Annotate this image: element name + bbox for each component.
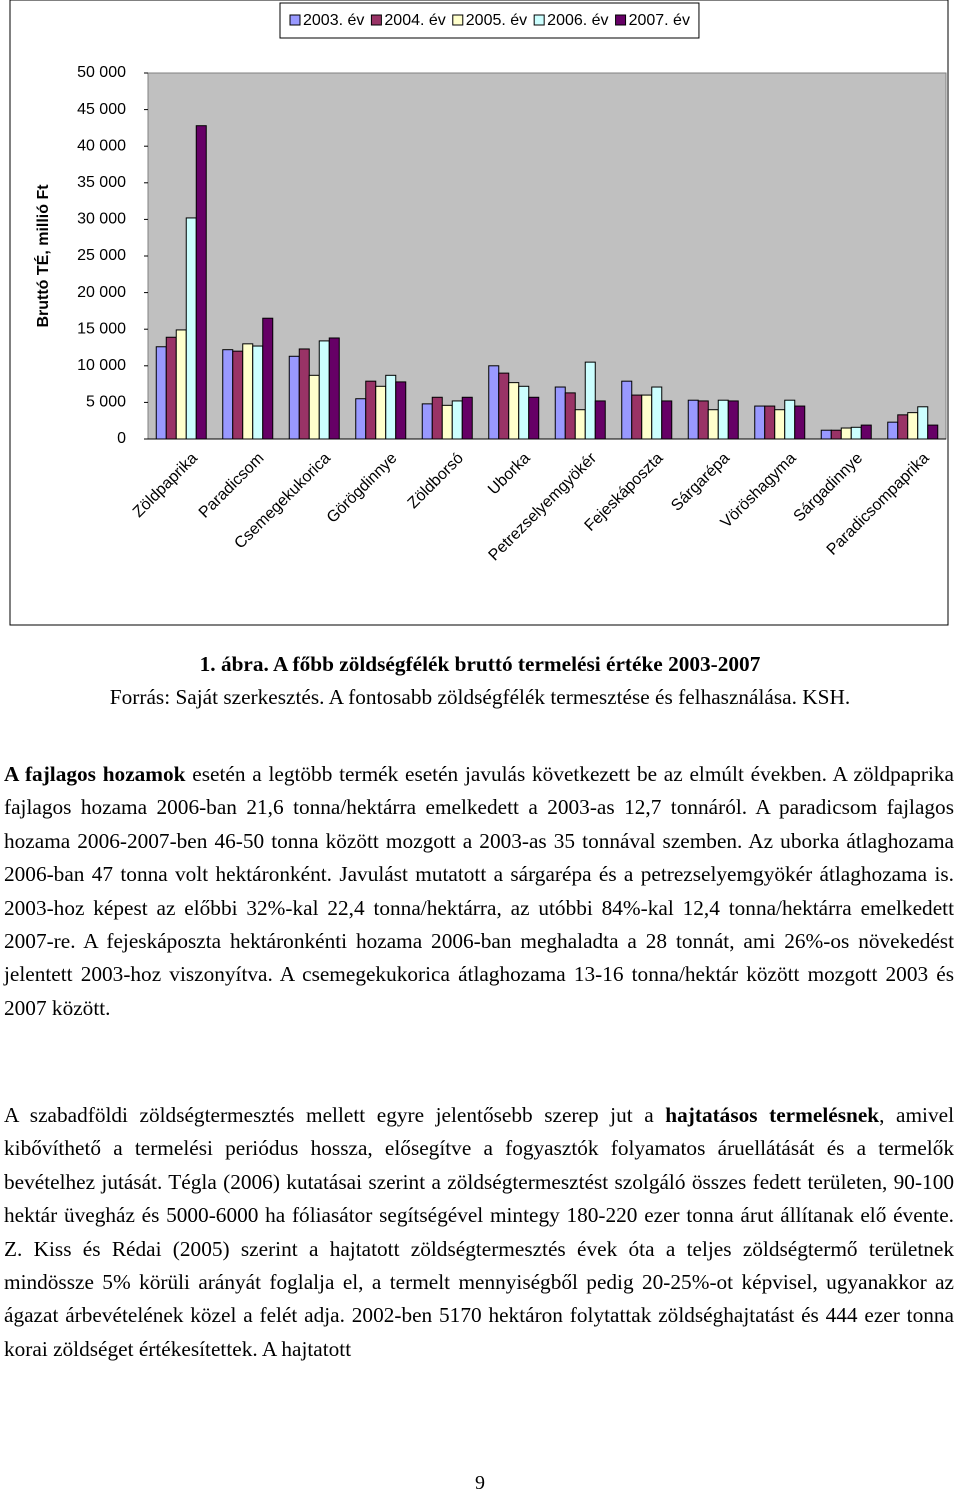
bar bbox=[594, 400, 606, 440]
bar bbox=[252, 345, 264, 440]
bar bbox=[298, 348, 310, 440]
bar bbox=[917, 406, 929, 440]
bold-text: A fajlagos hozamok bbox=[4, 762, 186, 786]
text: esetén a legtöbb termék esetén javulás k… bbox=[4, 762, 954, 1020]
bar bbox=[887, 421, 899, 440]
legend-label: 2006. év bbox=[547, 12, 608, 29]
y-tick-label: 40 000 bbox=[77, 137, 126, 154]
bar bbox=[242, 343, 254, 440]
bar bbox=[830, 429, 842, 440]
bar bbox=[754, 405, 766, 440]
bar bbox=[661, 400, 673, 440]
bar bbox=[717, 399, 729, 440]
bar bbox=[328, 337, 340, 440]
bar bbox=[584, 361, 596, 440]
bar bbox=[764, 405, 776, 440]
bar bbox=[564, 392, 576, 440]
bar bbox=[631, 394, 643, 440]
legend-label: 2005. év bbox=[466, 12, 527, 29]
bar bbox=[850, 426, 862, 440]
text: , amivel kibővíthető a termelési periódu… bbox=[4, 1103, 954, 1361]
caption: 1. ábra. A főbb zöldségfélék bruttó term… bbox=[199, 652, 761, 676]
bar bbox=[288, 355, 300, 440]
bar bbox=[621, 380, 633, 440]
legend-swatch bbox=[289, 14, 301, 26]
bar bbox=[355, 398, 367, 440]
bar bbox=[195, 125, 207, 440]
legend-swatch bbox=[452, 14, 464, 26]
y-tick-label: 50 000 bbox=[77, 64, 126, 81]
bar bbox=[508, 382, 520, 440]
bar bbox=[651, 386, 663, 440]
bar bbox=[441, 404, 453, 440]
y-tick-label: 0 bbox=[117, 430, 126, 447]
legend-label: 2007. év bbox=[629, 12, 690, 29]
bar bbox=[318, 340, 330, 440]
page-number: 9 bbox=[475, 1472, 485, 1494]
bar bbox=[554, 386, 566, 440]
bar bbox=[451, 400, 463, 440]
source: Forrás: Saját szerkesztés. A fontosabb z… bbox=[109, 685, 851, 709]
legend-label: 2003. év bbox=[303, 12, 364, 29]
legend-label: 2004. év bbox=[384, 12, 445, 29]
bar bbox=[232, 350, 244, 440]
paragraph: A szabadföldi zöldségtermesztés mellett … bbox=[4, 1099, 954, 1366]
bar bbox=[897, 414, 909, 440]
bar bbox=[498, 372, 510, 440]
bar bbox=[165, 336, 177, 440]
bar bbox=[574, 409, 586, 440]
bar bbox=[907, 412, 919, 440]
legend-box bbox=[279, 2, 700, 39]
y-tick-label: 30 000 bbox=[77, 211, 126, 228]
legend-swatch bbox=[370, 14, 382, 26]
text: A szabadföldi zöldségtermesztés mellett … bbox=[4, 1103, 666, 1127]
y-tick-label: 15 000 bbox=[77, 320, 126, 337]
legend-swatch bbox=[615, 14, 627, 26]
y-tick-label: 35 000 bbox=[77, 174, 126, 191]
y-tick-label: 20 000 bbox=[77, 284, 126, 301]
y-axis-label: Bruttó TÉ, millió Ft bbox=[33, 184, 52, 328]
bar bbox=[687, 399, 699, 440]
bar bbox=[155, 346, 167, 440]
plot-area bbox=[147, 72, 947, 440]
legend: 2003. év 2004. év 2005. év 2006. év 2007. év bbox=[279, 2, 700, 39]
chart: Bruttó TÉ, millió Ft 0 5 000 10 000 15 000 2… bbox=[9, 0, 949, 626]
bar bbox=[175, 329, 187, 440]
bar bbox=[262, 317, 274, 440]
bold-text: hajtatásos termelésnek bbox=[665, 1103, 880, 1127]
bar bbox=[461, 396, 473, 440]
bar bbox=[774, 409, 786, 440]
bar bbox=[375, 385, 387, 440]
bar bbox=[421, 403, 433, 440]
bar bbox=[365, 380, 377, 440]
bar bbox=[727, 400, 739, 440]
bar bbox=[222, 349, 234, 440]
paragraph: A fajlagos hozamok esetén a legtöbb term… bbox=[4, 758, 954, 1025]
bar bbox=[395, 381, 407, 440]
bar bbox=[927, 424, 939, 440]
bar bbox=[860, 424, 872, 440]
y-tick-label: 45 000 bbox=[77, 101, 126, 118]
bar bbox=[518, 385, 530, 440]
bar bbox=[385, 374, 397, 440]
bar bbox=[528, 396, 540, 440]
bar bbox=[697, 400, 709, 440]
bar bbox=[794, 405, 806, 440]
bar bbox=[488, 365, 500, 440]
bar bbox=[308, 374, 320, 440]
y-tick-label: 10 000 bbox=[77, 357, 126, 374]
bar bbox=[185, 217, 197, 440]
legend-swatch bbox=[533, 14, 545, 26]
y-tick-label: 5 000 bbox=[86, 394, 126, 411]
bar bbox=[840, 427, 852, 440]
bar bbox=[707, 409, 719, 440]
bar bbox=[641, 394, 653, 440]
bar bbox=[820, 429, 832, 440]
bar bbox=[431, 396, 443, 440]
bar bbox=[784, 399, 796, 440]
y-tick-label: 25 000 bbox=[77, 247, 126, 264]
